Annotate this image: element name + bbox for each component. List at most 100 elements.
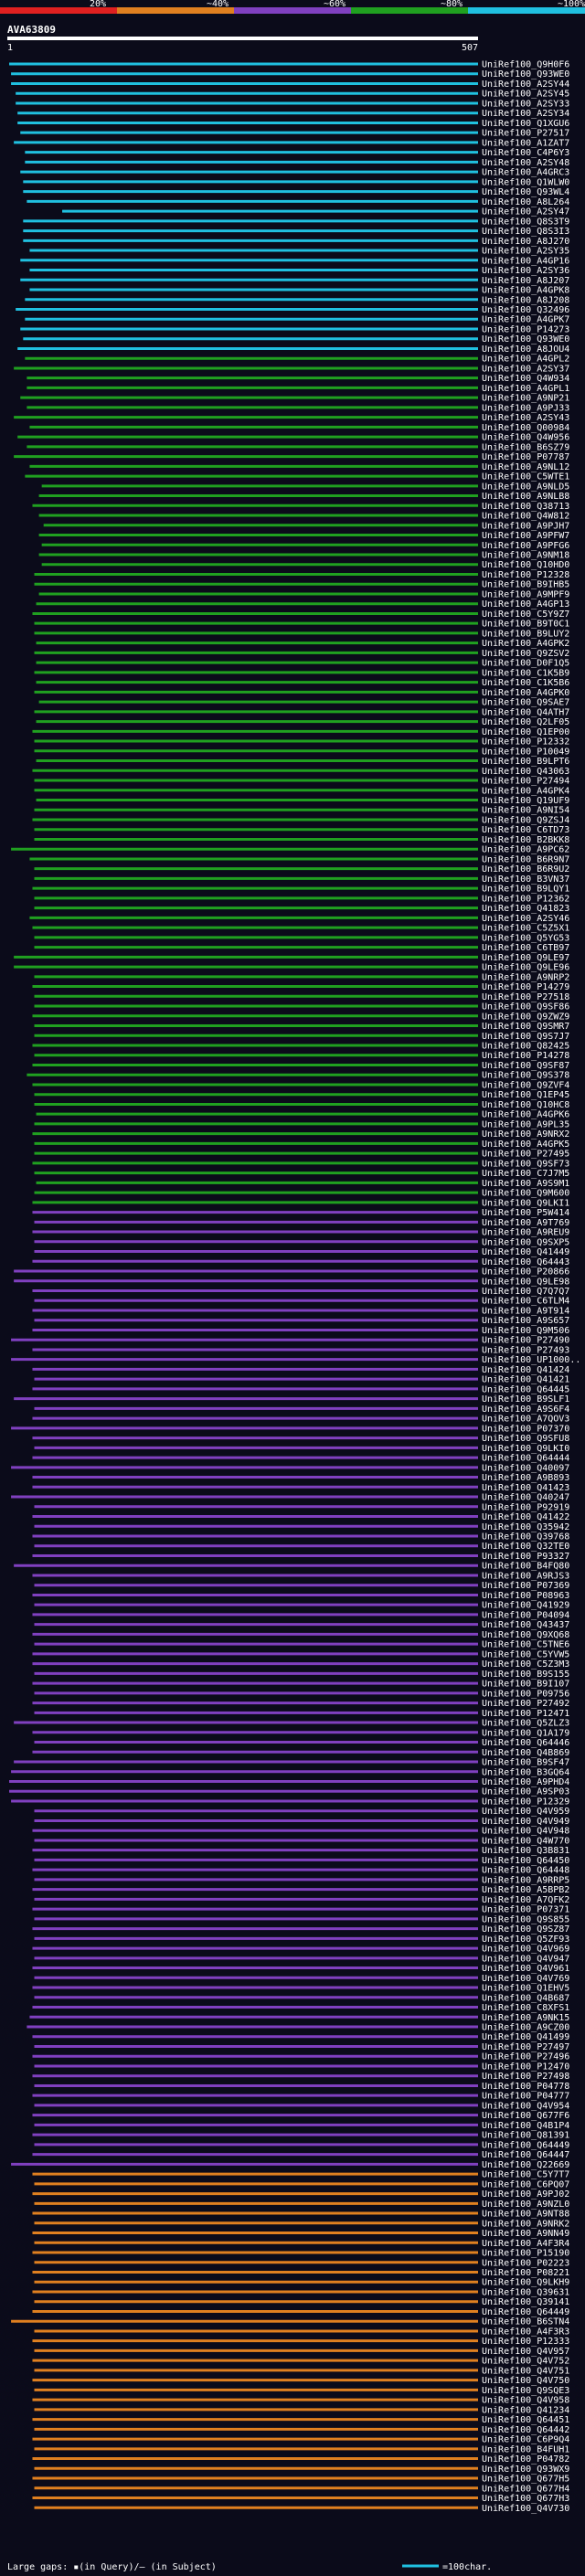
hit-label[interactable]: UniRef100_Q19UF9 xyxy=(482,796,569,806)
hit-label[interactable]: UniRef100_A9T769 xyxy=(482,1218,569,1228)
hit-label[interactable]: UniRef100_Q9SXP5 xyxy=(482,1237,569,1247)
hit-label[interactable]: UniRef100_A9MPF9 xyxy=(482,589,569,599)
hit-label[interactable]: UniRef100_Q1EP00 xyxy=(482,727,569,737)
hit-label[interactable]: UniRef100_A8J270 xyxy=(482,237,569,247)
hit-label[interactable]: UniRef100_Q10HC8 xyxy=(482,1100,569,1110)
hit-label[interactable]: UniRef100_A9PJ33 xyxy=(482,403,569,413)
hit-label[interactable]: UniRef100_C4P6Y3 xyxy=(482,148,569,158)
hit-label[interactable]: UniRef100_P12329 xyxy=(482,1797,569,1807)
hit-label[interactable]: UniRef100_C6PQ07 xyxy=(482,2179,569,2189)
hit-label[interactable]: UniRef100_Q677H5 xyxy=(482,2475,569,2485)
hit-label[interactable]: UniRef100_Q39768 xyxy=(482,1532,569,1542)
hit-label[interactable]: UniRef100_A9RJS3 xyxy=(482,1571,569,1581)
hit-label[interactable]: UniRef100_A4GPK8 xyxy=(482,286,569,296)
hit-label[interactable]: UniRef100_A9NLD5 xyxy=(482,482,569,492)
hit-label[interactable]: UniRef100_A9PL35 xyxy=(482,1119,569,1129)
hit-label[interactable]: UniRef100_Q9S378 xyxy=(482,1071,569,1081)
hit-label[interactable]: UniRef100_P27494 xyxy=(482,777,569,787)
hit-label[interactable]: UniRef100_A4GP13 xyxy=(482,599,569,610)
hit-label[interactable]: UniRef100_A9B893 xyxy=(482,1473,569,1483)
hit-label[interactable]: UniRef100_B6STN4 xyxy=(482,2317,569,2327)
hit-label[interactable]: UniRef100_C5Z5X1 xyxy=(482,924,569,934)
hit-label[interactable]: UniRef100_Q1WLW0 xyxy=(482,177,569,187)
hit-label[interactable]: UniRef100_Q5ZF93 xyxy=(482,1935,569,1945)
hit-label[interactable]: UniRef100_B9SF47 xyxy=(482,1758,569,1768)
hit-label[interactable]: UniRef100_B9IHB5 xyxy=(482,580,569,590)
hit-label[interactable]: UniRef100_A4GPK6 xyxy=(482,1110,569,1120)
hit-label[interactable]: UniRef100_A9NT88 xyxy=(482,2210,569,2220)
hit-label[interactable]: UniRef100_Q43437 xyxy=(482,1620,569,1630)
hit-label[interactable]: UniRef100_Q9LKI0 xyxy=(482,1444,569,1454)
hit-label[interactable]: UniRef100_Q41823 xyxy=(482,904,569,914)
hit-label[interactable]: UniRef100_Q9XQ68 xyxy=(482,1630,569,1640)
hit-label[interactable]: UniRef100_Q4W934 xyxy=(482,374,569,384)
hit-label[interactable]: UniRef100_Q9SF86 xyxy=(482,1002,569,1012)
hit-label[interactable]: UniRef100_Q32496 xyxy=(482,305,569,315)
hit-label[interactable]: UniRef100_A4GPK4 xyxy=(482,786,569,796)
hit-label[interactable]: UniRef100_P12471 xyxy=(482,1709,569,1719)
hit-label[interactable]: UniRef100_Q43063 xyxy=(482,767,569,777)
hit-label[interactable]: UniRef100_P10049 xyxy=(482,747,569,757)
hit-label[interactable]: UniRef100_Q1A179 xyxy=(482,1728,569,1738)
hit-label[interactable]: UniRef100_Q9ZSJ4 xyxy=(482,815,569,825)
hit-label[interactable]: UniRef100_Q64444 xyxy=(482,1454,569,1464)
hit-label[interactable]: UniRef100_Q4B869 xyxy=(482,1748,569,1758)
hit-label[interactable]: UniRef100_A9PFG6 xyxy=(482,541,569,551)
hit-label[interactable]: UniRef100_A2SY33 xyxy=(482,99,569,109)
hit-label[interactable]: UniRef100_C6TD73 xyxy=(482,825,569,835)
hit-label[interactable]: UniRef100_Q4V954 xyxy=(482,2101,569,2111)
hit-label[interactable]: UniRef100_A4GPK2 xyxy=(482,639,569,649)
hit-label[interactable]: UniRef100_Q4V959 xyxy=(482,1807,569,1817)
hit-label[interactable]: UniRef100_P04782 xyxy=(482,2454,569,2465)
hit-label[interactable]: UniRef100_Q41423 xyxy=(482,1483,569,1493)
hit-label[interactable]: UniRef100_Q9LE98 xyxy=(482,1277,569,1287)
hit-label[interactable]: UniRef100_Q4V752 xyxy=(482,2357,569,2367)
hit-label[interactable]: UniRef100_P20866 xyxy=(482,1267,569,1277)
hit-label[interactable]: UniRef100_B9S155 xyxy=(482,1670,569,1680)
hit-label[interactable]: UniRef100_C5WTE1 xyxy=(482,472,569,482)
hit-label[interactable]: UniRef100_A9S657 xyxy=(482,1316,569,1326)
hit-label[interactable]: UniRef100_Q64450 xyxy=(482,1856,569,1866)
hit-label[interactable]: UniRef100_Q4W956 xyxy=(482,433,569,443)
hit-label[interactable]: UniRef100_A4F3R4 xyxy=(482,2239,569,2249)
hit-label[interactable]: UniRef100_B9SLF1 xyxy=(482,1394,569,1405)
hit-label[interactable]: UniRef100_Q4V751 xyxy=(482,2366,569,2376)
hit-label[interactable]: UniRef100_Q41424 xyxy=(482,1365,569,1375)
hit-label[interactable]: UniRef100_Q5YG53 xyxy=(482,933,569,943)
hit-label[interactable]: UniRef100_Q22669 xyxy=(482,2160,569,2170)
hit-label[interactable]: UniRef100_Q9LKH9 xyxy=(482,2278,569,2288)
hit-label[interactable]: UniRef100_Q9SFU8 xyxy=(482,1434,569,1444)
hit-label[interactable]: UniRef100_A4GRC3 xyxy=(482,168,569,178)
hit-label[interactable]: UniRef100_Q4V969 xyxy=(482,1945,569,1955)
hit-label[interactable]: UniRef100_A9RRP5 xyxy=(482,1875,569,1885)
hit-label[interactable]: UniRef100_A4F3R3 xyxy=(482,2327,569,2337)
hit-label[interactable]: UniRef100_A2SY43 xyxy=(482,413,569,423)
hit-label[interactable]: UniRef100_P12362 xyxy=(482,894,569,904)
hit-label[interactable]: UniRef100_C5TNE6 xyxy=(482,1640,569,1650)
hit-label[interactable]: UniRef100_Q93WE0 xyxy=(482,69,569,80)
hit-label[interactable]: UniRef100_B3VN37 xyxy=(482,875,569,885)
hit-label[interactable]: UniRef100_A8L264 xyxy=(482,197,569,207)
hit-label[interactable]: UniRef100_P07371 xyxy=(482,1905,569,1915)
hit-label[interactable]: UniRef100_P14279 xyxy=(482,982,569,992)
hit-label[interactable]: UniRef100_Q5ZLZ3 xyxy=(482,1719,569,1729)
hit-label[interactable]: UniRef100_B2BKK8 xyxy=(482,835,569,845)
hit-label[interactable]: UniRef100_A2SY34 xyxy=(482,109,569,119)
hit-label[interactable]: UniRef100_P92919 xyxy=(482,1502,569,1512)
hit-label[interactable]: UniRef100_Q32TE0 xyxy=(482,1542,569,1552)
hit-label[interactable]: UniRef100_Q64445 xyxy=(482,1384,569,1394)
hit-label[interactable]: UniRef100_P93327 xyxy=(482,1552,569,1562)
hit-label[interactable]: UniRef100_A9CZ00 xyxy=(482,2023,569,2033)
hit-label[interactable]: UniRef100_Q38713 xyxy=(482,502,569,512)
hit-label[interactable]: UniRef100_P04777 xyxy=(482,2092,569,2102)
hit-label[interactable]: UniRef100_Q64442 xyxy=(482,2425,569,2435)
hit-label[interactable]: UniRef100_Q9LE96 xyxy=(482,963,569,973)
hit-label[interactable]: UniRef100_Q9SF87 xyxy=(482,1061,569,1071)
hit-label[interactable]: UniRef100_A2SY36 xyxy=(482,266,569,276)
hit-label[interactable]: UniRef100_A9PJ02 xyxy=(482,2189,569,2200)
hit-label[interactable]: UniRef100_Q93WX9 xyxy=(482,2465,569,2475)
hit-label[interactable]: UniRef100_B9LUY2 xyxy=(482,629,569,639)
hit-label[interactable]: UniRef100_P07787 xyxy=(482,452,569,462)
hit-label[interactable]: UniRef100_Q4V948 xyxy=(482,1827,569,1837)
hit-label[interactable]: UniRef100_Q82425 xyxy=(482,1042,569,1052)
